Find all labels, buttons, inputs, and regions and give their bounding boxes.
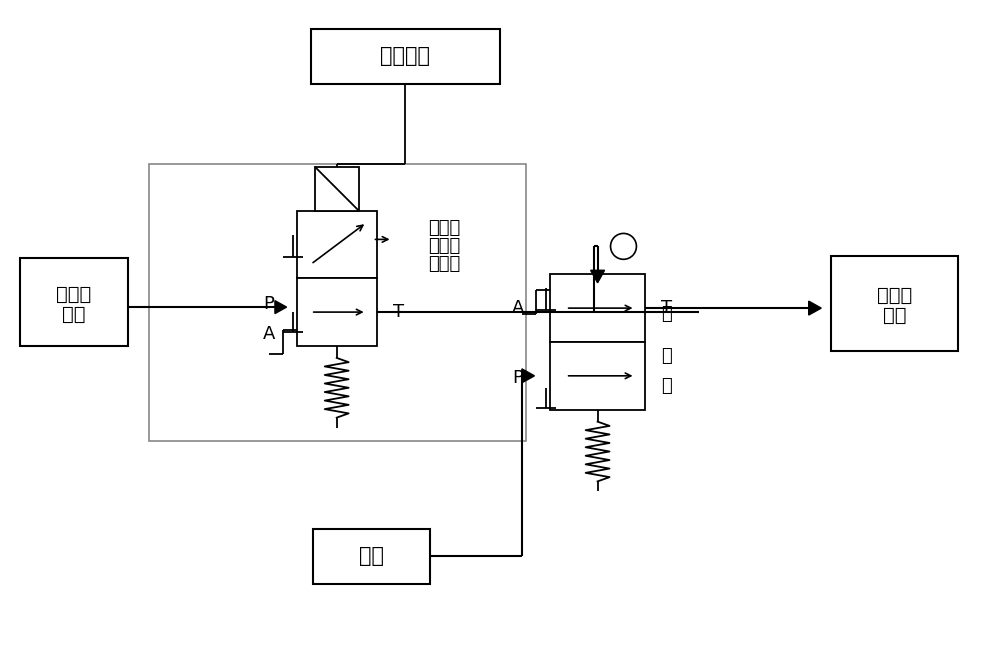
Text: 驻车制: 驻车制 [877,285,912,305]
Polygon shape [522,369,534,383]
Bar [20,258,128,346]
Text: T: T [393,303,404,321]
Text: P: P [264,295,274,313]
Text: A: A [263,325,275,343]
Text: 继: 继 [661,305,672,323]
Text: 阀: 阀 [661,377,672,395]
Polygon shape [275,301,287,313]
Text: 手制动: 手制动 [56,285,91,303]
Text: 气瓶: 气瓶 [359,546,384,566]
Bar [149,163,526,440]
Text: 手柄: 手柄 [62,305,86,323]
Bar [315,167,359,211]
Polygon shape [591,270,605,283]
Polygon shape [809,301,821,315]
Text: 控制模块: 控制模块 [380,46,430,66]
Text: T: T [661,299,672,317]
Text: ①: ① [617,239,630,254]
Circle shape [611,233,636,259]
Text: A: A [512,299,524,317]
Bar [313,529,430,584]
Text: 电磁阀: 电磁阀 [428,255,461,273]
Bar [550,274,645,342]
Text: 通常开: 通常开 [428,237,461,255]
Text: 动器: 动器 [883,305,906,325]
Bar [831,256,958,351]
Bar [311,29,500,84]
Text: P: P [512,369,523,387]
Bar [550,342,645,410]
Text: 动: 动 [661,347,672,365]
Text: 两位三: 两位三 [428,219,461,237]
Bar [297,278,377,346]
Bar [297,211,377,278]
